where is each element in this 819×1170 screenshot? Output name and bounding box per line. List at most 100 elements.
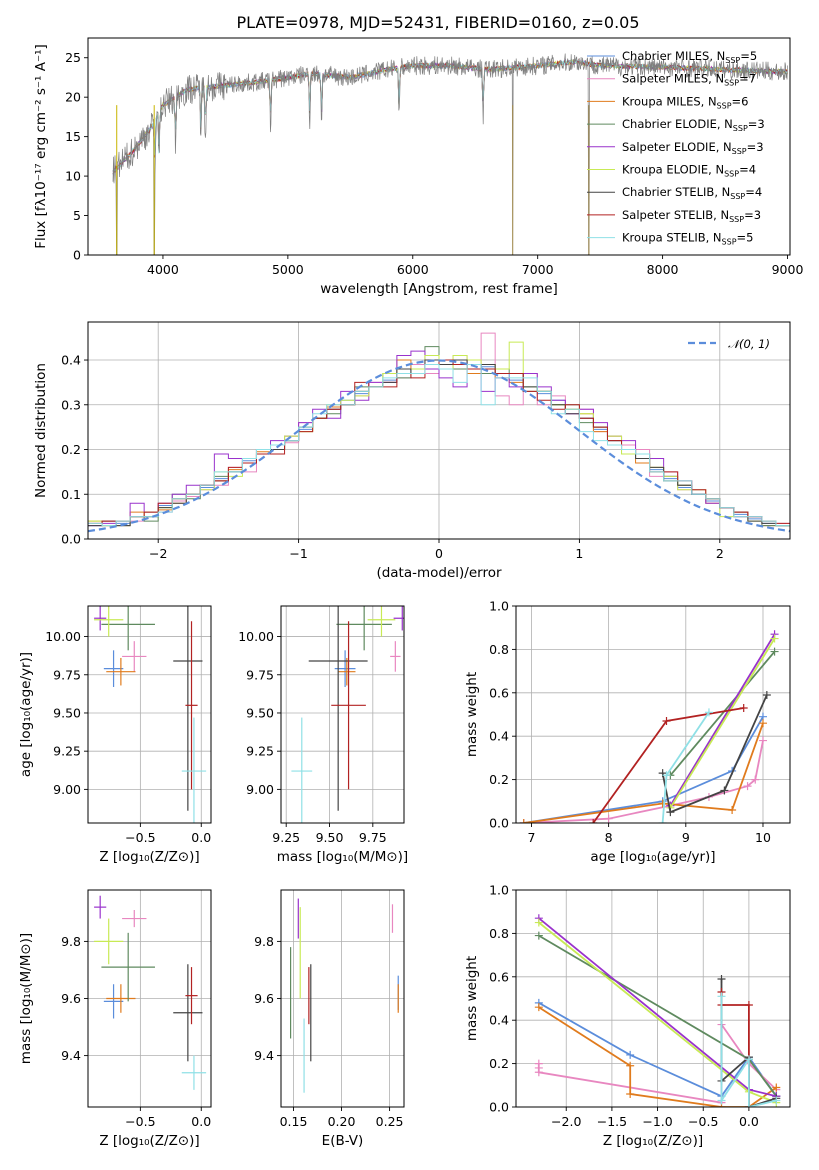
mass_vs_Z-point-kroupa-miles [106,984,136,1013]
weight_vs_Z-marker-kroupa-stelib-3 [744,1103,753,1107]
legend-label-0: Chabrier MILES, NSSP=5 [622,49,757,65]
age_vs_Z-point-kroupa-elodie [94,606,124,637]
legend-label-8: Kroupa STELIB, NSSP=5 [622,231,753,247]
residuals-ytick-label-2: 0.2 [61,442,81,457]
legend-label-7: Salpeter STELIB, NSSP=3 [622,208,761,224]
weight_vs_Z-marker-kroupa-stelib-2 [744,1055,753,1064]
spectrum-ylabel: Flux [fλ10⁻¹⁷ erg cm⁻² s⁻¹ A⁻¹] [33,44,49,249]
mass_vs_ebv-xtick-label-2: 0.25 [376,1114,404,1129]
legend-label-text-3: Chabrier ELODIE, N [622,117,733,131]
legend-label-text-6: Chabrier STELIB, N [622,185,730,199]
weight_vs_age-marker-chabrier-stelib-1 [666,808,675,817]
weight_vs_Z-xtick-label-4: 0.0 [739,1114,759,1129]
legend-label-text-2: Kroupa MILES, N [622,94,717,108]
age_vs_Z-ytick-label-1: 9.25 [53,744,81,759]
residuals-plot-area [88,332,790,539]
legend-label-n-0: =5 [740,49,757,63]
age_vs_Z-point-salpeter-elodie [94,606,107,631]
mass_vs_Z-ytick-label-1: 9.6 [61,991,81,1006]
mass_vs_ebv-ytick-label-2: 9.8 [254,934,274,949]
legend-label-sub-4: SSP [732,147,747,156]
age_vs_Z-ytick-label-0: 9.00 [53,782,81,797]
weight_vs_Z-marker-kroupa-miles-2 [626,1089,635,1098]
age_vs_Z-frame [87,605,212,824]
mass_vs_Z-point-chabrier-elodie [101,932,155,1002]
legend-label-n-7: =3 [744,208,761,222]
weight_vs_age-marker-kroupa-miles-3 [758,719,767,728]
age_vs_Z-xtick-label-1: 0.0 [191,830,211,845]
age_vs_Z-xlabel: Z [log₁₀(Z/Z⊙)] [99,849,199,865]
legend-label-sub-2: SSP [717,101,732,110]
weight_vs_age-plot-area [519,630,779,823]
weight_vs_Z-ytick-label-0: 0.0 [489,1100,509,1115]
age_vs_mass-point-kroupa-elodie [367,606,396,637]
weight_vs_age-line-chabrier-stelib [661,694,768,814]
residuals-ylabel: Normed distribution [33,363,49,498]
mass-vs-ebv-panel: 0.15 0.20 0.25 9.4 9.6 9.8 E(B-V) [254,889,405,1149]
weight_vs_Z-marker-kroupa-stelib-1 [717,1096,726,1105]
age_vs_Z-point-chabrier-elodie [101,606,155,651]
legend-label-sub-7: SSP [729,215,744,224]
weight_vs_age-marker-kroupa-stelib-0 [658,819,667,823]
weight_vs_Z-marker-kroupa-elodie-0 [534,918,543,927]
weight_vs_age-xtick-label-0: 7 [527,830,535,845]
weight_vs_age-xlabel: age [log₁₀(age/yr)] [590,849,715,865]
weight_vs_Z-marker-salpeter-stelib-2 [744,1001,753,1010]
mass_vs_Z-point-kroupa-stelib [181,1055,207,1090]
spectrum-xtick-label-2: 6000 [397,262,429,277]
weight_vs_age-ytick-label-5: 1.0 [489,599,509,614]
spectrum-ytick-label-1: 5 [73,208,81,223]
weight_vs_Z-xtick-label-0: −2.0 [551,1114,581,1129]
weight_vs_age-line-kroupa-elodie [669,638,776,809]
age_vs_mass-ytick-label-2: 9.50 [246,705,274,720]
weight_vs_age-marker-chabrier-stelib-2 [720,786,729,795]
weight_vs_Z-marker-kroupa-miles-1 [626,1061,635,1070]
legend-label-n-1: =7 [739,72,756,86]
weight_vs_Z-xlabel: Z [log₁₀(Z/Z⊙)] [603,1133,703,1149]
age_vs_mass-ytick-label-3: 9.75 [246,667,274,682]
age_vs_Z-xtick-label-0: −0.5 [125,830,155,845]
mass_vs_Z-axes: −0.5 0.0 9.4 9.6 9.8 Z [log₁₀(Z/Z⊙)] mass [log… [18,889,212,1149]
weight_vs_Z-marker-kroupa-miles-5 [772,1083,781,1092]
weight_vs_Z-marker-chabrier-stelib-0 [717,974,726,983]
weight_vs_age-ytick-label-1: 0.2 [489,772,509,787]
age_vs_mass-point-chabrier-elodie [336,606,392,651]
weight_vs_age-marker-kroupa-miles-0 [519,819,528,823]
spectrum-xtick-label-3: 7000 [522,262,554,277]
age_vs_mass-point-kroupa-stelib [291,717,313,823]
mass_vs_Z-ylabel: mass [log₁₀(M/M⊙)] [18,933,34,1064]
legend-label-sub-6: SSP [730,192,745,201]
weight_vs_age-xtick-label-1: 8 [605,830,613,845]
weight_vs_Z-axes: −2.0 −1.5 −1.0 −0.5 0.0 0.0 0.2 0.4 0.6 0.8 1.0 Z [… [464,883,791,1149]
spectrum-ytick-label-5: 25 [65,50,81,65]
legend-label-sub-5: SSP [724,170,739,179]
spectrum-xtick-label-4: 8000 [647,262,679,277]
mass_vs_Z-ytick-label-0: 9.4 [61,1048,81,1063]
legend-label-sub-1: SSP [724,79,739,88]
weight_vs_age-marker-kroupa-stelib-2 [704,708,713,717]
spectrum-ytick-label-4: 20 [65,90,81,105]
legend-label-6: Chabrier STELIB, NSSP=4 [622,185,762,201]
spectrum-xtick-label-1: 5000 [272,262,304,277]
age_vs_mass-ytick-label-1: 9.25 [246,744,274,759]
residuals-xlabel: (data-model)/error [376,565,502,581]
spectrum-axes: 4000 5000 6000 7000 8000 9000 0 5 10 15 20 25 wavele… [33,37,804,297]
age_vs_Z-point-kroupa-stelib [181,717,207,823]
age_vs_Z-point-chabrier-stelib [173,606,203,811]
mass_vs_Z-point-kroupa-elodie [94,918,124,965]
spectrum-data-line [112,53,788,255]
age_vs_mass-xtick-label-1: 9.50 [316,830,344,845]
weight_vs_Z-ytick-label-2: 0.4 [489,1013,509,1028]
weight_vs_age-marker-chabrier-stelib-3 [762,690,771,699]
spectrum-xtick-label-5: 9000 [772,262,804,277]
weight_vs_Z-ytick-label-5: 1.0 [489,883,509,898]
residuals-xtick-label-1: −1 [289,546,307,561]
legend-label-sub-3: SSP [733,124,748,133]
age_vs_Z-ytick-label-2: 9.50 [53,705,81,720]
mass_vs_Z-xtick-label-1: 0.0 [191,1114,211,1129]
age_vs_mass-ytick-label-0: 9.00 [246,782,274,797]
age_vs_Z-point-kroupa-miles [106,657,136,686]
weight_vs_age-frame [515,605,791,824]
residuals-ytick-label-1: 0.1 [61,487,81,502]
age-vs-mass-panel: 9.25 9.50 9.75 9.00 9.25 9.50 9.75 10.00 mass [l… [238,605,408,865]
